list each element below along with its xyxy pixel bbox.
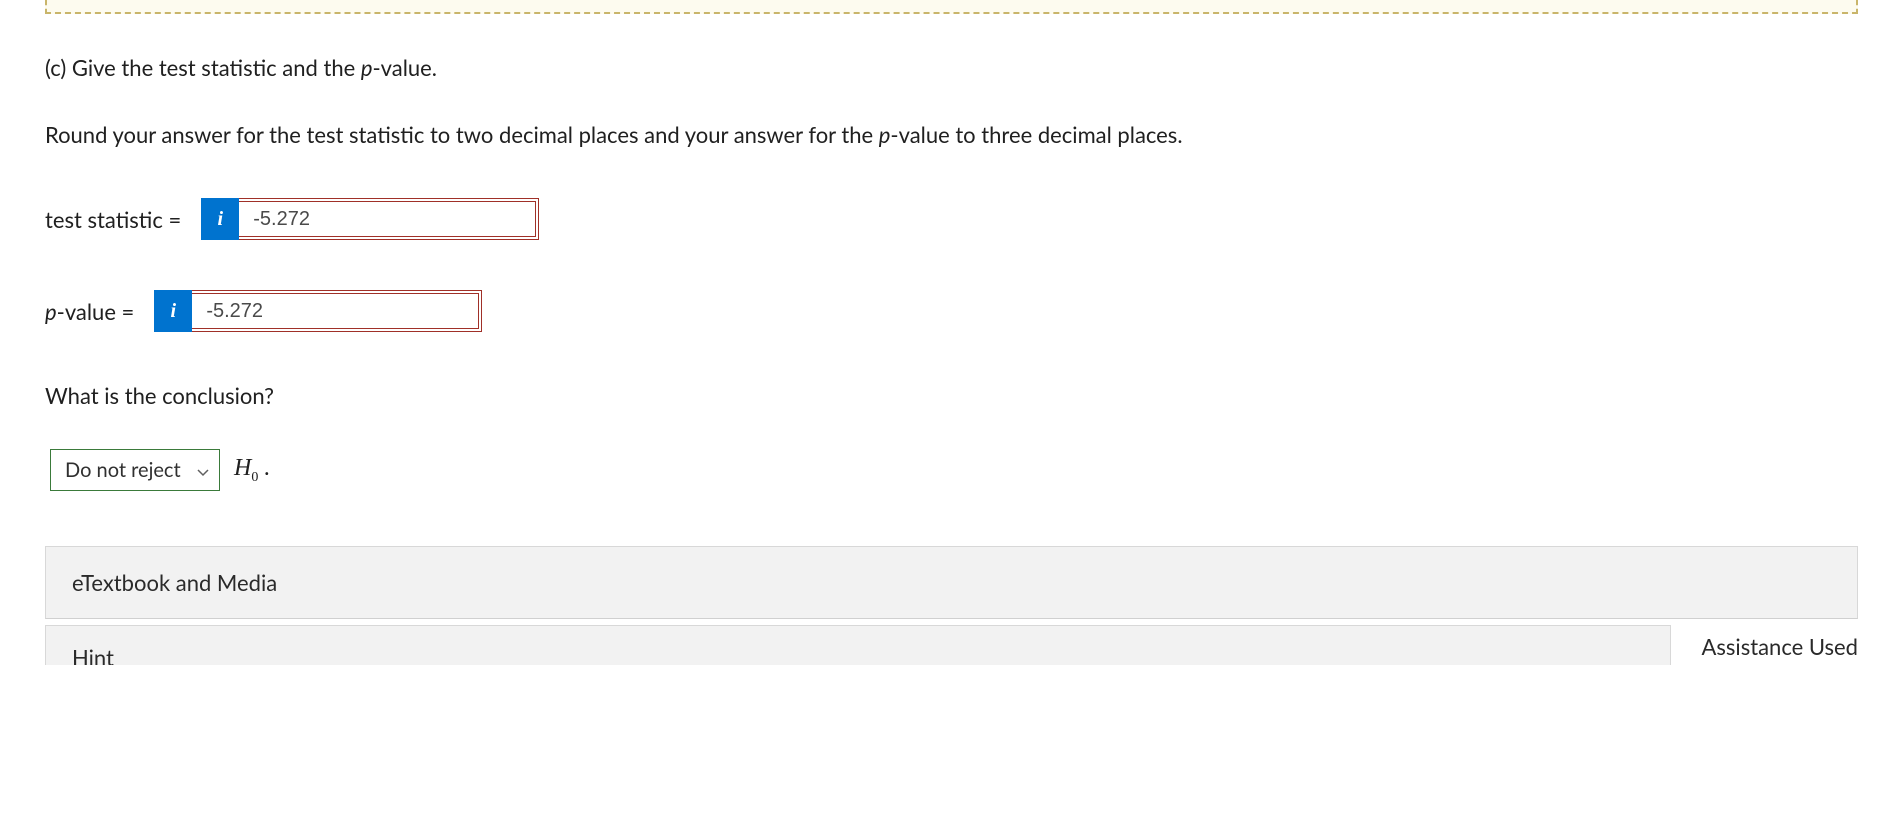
chevron-down-icon — [197, 458, 209, 482]
conclusion-question: What is the conclusion? — [45, 382, 1858, 409]
test-statistic-input[interactable] — [239, 198, 539, 240]
conclusion-select-value: Do not reject — [65, 458, 181, 482]
instruction-pre: Round your answer for the test statistic… — [45, 121, 879, 148]
info-icon[interactable]: i — [154, 290, 192, 332]
null-hypothesis-symbol: H0 . — [234, 455, 270, 486]
instruction-tail: -value to three decimal places. — [890, 121, 1182, 148]
assistance-used-label[interactable]: Assistance Used — [1701, 633, 1858, 665]
conclusion-row: Do not reject H0 . — [50, 449, 1858, 491]
h0-tail: . — [258, 455, 270, 481]
test-statistic-row: test statistic = i — [45, 198, 1858, 240]
etextbook-media-panel[interactable]: eTextbook and Media — [45, 546, 1858, 619]
conclusion-select[interactable]: Do not reject — [50, 449, 220, 491]
p-value-label: p-value = — [45, 298, 134, 325]
p-italic: p — [361, 54, 373, 81]
h0-h: H — [234, 455, 251, 481]
p-value-row: p-value = i — [45, 290, 1858, 332]
p-italic-2: p — [879, 121, 891, 148]
p-value-label-tail: -value = — [57, 298, 135, 325]
question-text-tail: -value. — [373, 54, 437, 81]
p-value-input[interactable] — [192, 290, 482, 332]
question-text-pre: (c) Give the test statistic and the — [45, 54, 361, 81]
info-icon[interactable]: i — [201, 198, 239, 240]
test-statistic-label: test statistic = — [45, 206, 181, 233]
hint-collapsed-region — [45, 0, 1858, 14]
rounding-instruction: Round your answer for the test statistic… — [45, 121, 1858, 148]
question-part-c: (c) Give the test statistic and the p-va… — [45, 54, 1858, 81]
hint-panel[interactable]: Hint — [45, 625, 1671, 665]
p-italic-3: p — [45, 298, 57, 325]
